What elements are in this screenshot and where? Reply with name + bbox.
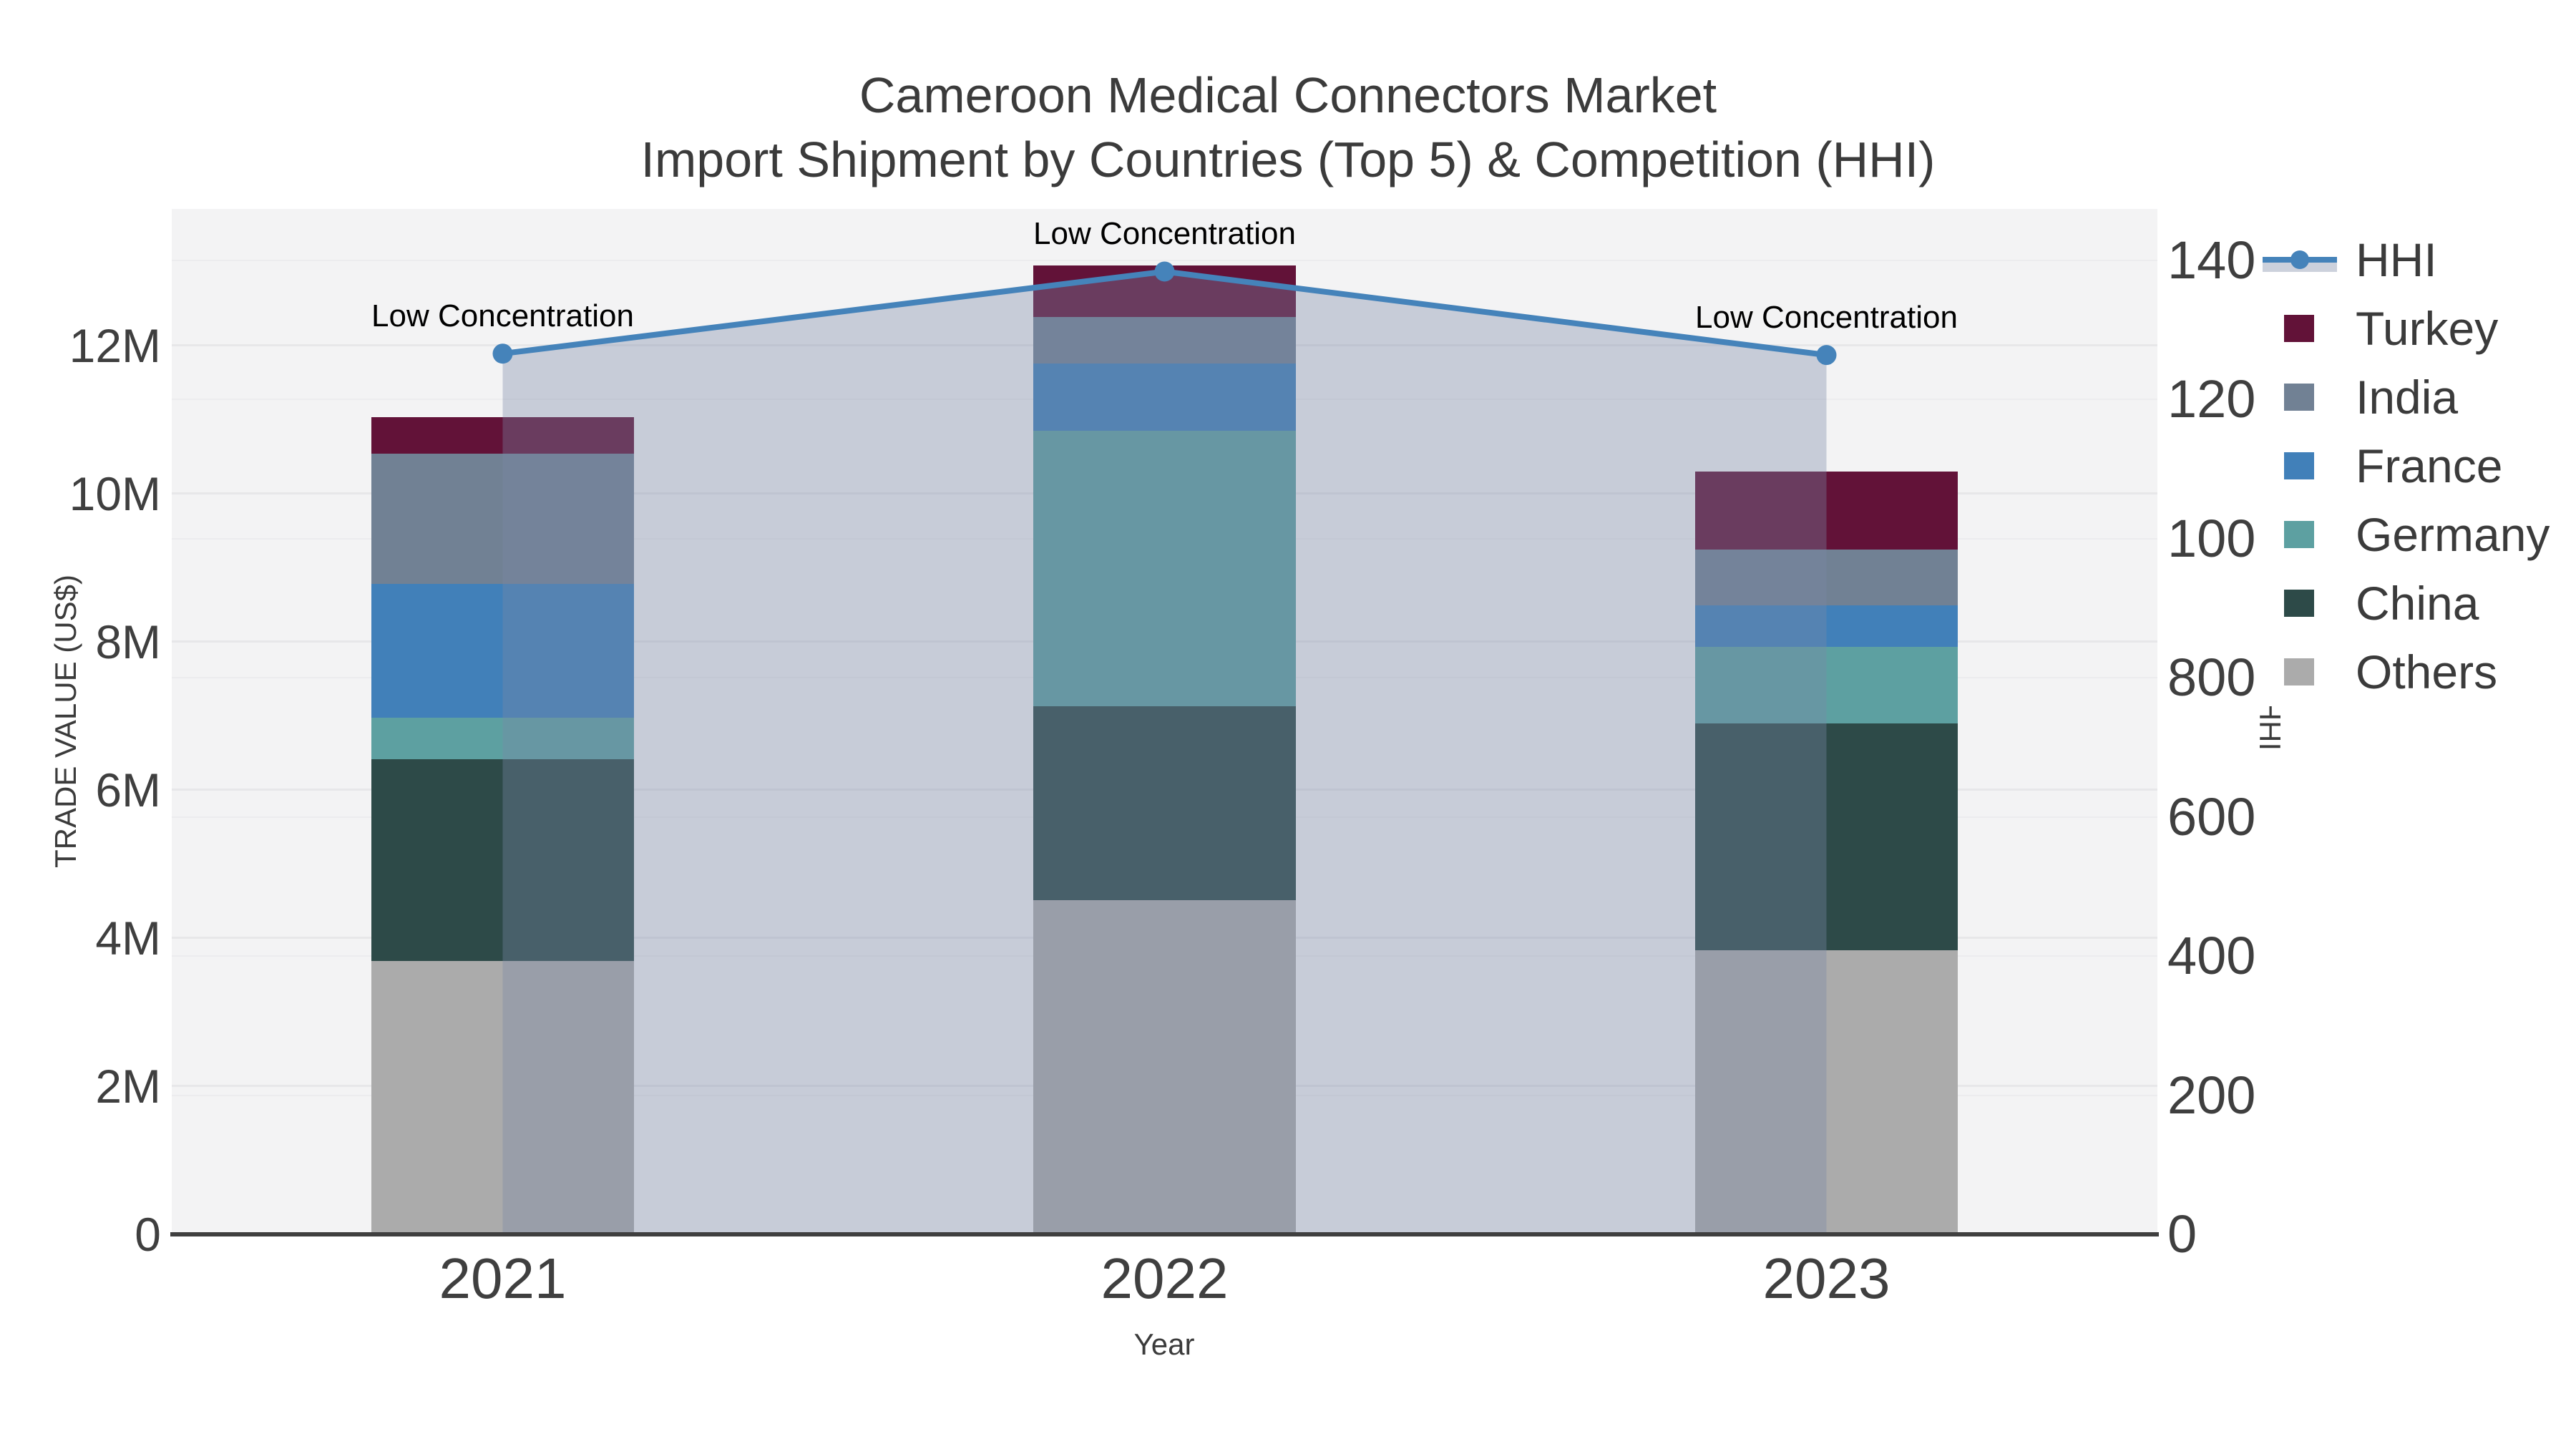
y-left-tick-2M: 2M [95,1059,161,1113]
bar-2023-others[interactable] [1695,950,1958,1234]
bar-2023-turkey[interactable] [1695,471,1958,550]
x-tick-2023: 2023 [1762,1246,1890,1310]
turkey-swatch-icon [2284,315,2314,342]
legend-item-china[interactable]: China [2263,569,2550,638]
bar-2022-france[interactable] [1033,364,1296,431]
legend-label-china: China [2356,577,2479,630]
legend: HHI Turkey India France Germany China Others [2255,225,2562,706]
others-legend-sample [2263,638,2337,706]
bar-2022-others[interactable] [1033,900,1296,1234]
chart-title: Cameroon Medical Connectors Market [859,67,1717,123]
hhi-point-2023[interactable] [1816,345,1837,366]
x-axis-line [170,1232,2159,1236]
bar-2023-france[interactable] [1695,605,1958,647]
legend-item-france[interactable]: France [2263,431,2550,500]
turkey-legend-sample [2263,294,2337,363]
bar-2022-germany[interactable] [1033,430,1296,706]
legend-item-germany[interactable]: Germany [2263,500,2550,569]
bar-2023-india[interactable] [1695,550,1958,605]
annotation-2022: Low Concentration [1033,216,1296,252]
germany-swatch-icon [2284,521,2314,548]
hhi-point-2022[interactable] [1154,261,1175,282]
plot-area[interactable] [170,209,2159,1236]
legend-item-hhi[interactable]: HHI [2263,225,2550,294]
legend-item-india[interactable]: India [2263,363,2550,431]
bar-2022-china[interactable] [1033,706,1296,901]
legend-label-france: France [2356,439,2503,492]
gridline-right [172,259,2157,261]
bar-2021-others[interactable] [371,960,634,1234]
y-right-tick-0: 0 [2167,1204,2197,1264]
bar-2021-india[interactable] [371,453,634,584]
y-left-tick-0: 0 [135,1208,161,1261]
bar-2022-india[interactable] [1033,317,1296,364]
legend-label-others: Others [2356,645,2498,698]
y-right-tick-400: 400 [2167,926,2256,986]
legend-label-india: India [2356,371,2459,424]
others-swatch-icon [2284,658,2314,686]
y-right-tick-800: 800 [2167,648,2256,708]
y-right-tick-200: 200 [2167,1065,2256,1125]
china-legend-sample [2263,569,2337,638]
hhi-line-layer [492,261,1837,1235]
y-left-tick-6M: 6M [95,763,161,816]
chart-title-block: Cameroon Medical Connectors Market Impor… [0,63,2576,192]
bar-2023-germany[interactable] [1695,646,1958,723]
bar-2023-china[interactable] [1695,723,1958,951]
france-swatch-icon [2284,452,2314,479]
legend-item-others[interactable]: Others [2263,638,2550,706]
y-left-tick-8M: 8M [95,615,161,668]
x-axis-title: Year [1133,1327,1195,1361]
y-left-tick-4M: 4M [95,911,161,965]
india-legend-sample [2263,363,2337,431]
y-right-tick-600: 600 [2167,786,2256,847]
legend-item-turkey[interactable]: Turkey [2263,294,2550,363]
hhi-legend-sample [2263,225,2337,294]
legend-label-germany: Germany [2356,508,2550,561]
hhi-point-2021[interactable] [492,343,513,364]
bar-2021-germany[interactable] [371,718,634,760]
hhi-area-fill [502,271,1827,1235]
x-tick-2021: 2021 [439,1246,567,1310]
bar-2021-turkey[interactable] [371,416,634,454]
y-axis-title-right: HHI [2253,698,2287,751]
bar-2021-france[interactable] [371,583,634,718]
chart-subtitle: Import Shipment by Countries (Top 5) & C… [640,132,1936,187]
bar-2021-china[interactable] [371,759,634,961]
hhi-marker-icon [2290,250,2309,269]
germany-legend-sample [2263,500,2337,569]
annotation-2021: Low Concentration [371,298,634,334]
x-tick-2022: 2022 [1101,1246,1229,1310]
legend-label-hhi: HHI [2356,233,2437,286]
legend-label-turkey: Turkey [2356,302,2499,355]
france-legend-sample [2263,431,2337,500]
india-swatch-icon [2284,384,2314,411]
y-left-tick-10M: 10M [69,467,161,520]
y-left-tick-12M: 12M [69,318,161,372]
annotation-2023: Low Concentration [1695,300,1958,336]
china-swatch-icon [2284,590,2314,617]
